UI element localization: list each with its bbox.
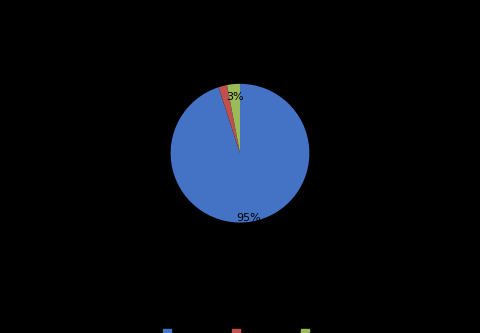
Wedge shape: [170, 84, 310, 222]
Wedge shape: [218, 85, 240, 153]
Wedge shape: [227, 84, 240, 153]
Text: 95%: 95%: [237, 213, 261, 223]
Legend: , , : , ,: [163, 329, 317, 333]
Text: 3%: 3%: [226, 92, 243, 102]
